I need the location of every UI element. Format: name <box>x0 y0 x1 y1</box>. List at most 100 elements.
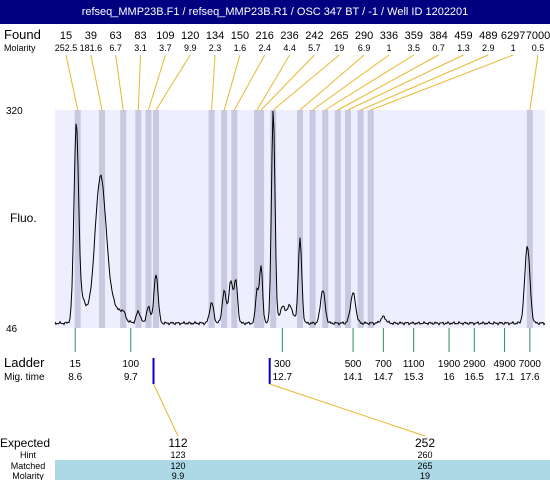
found-molarity-label: 6.9 <box>358 43 371 53</box>
hint-size: 123 <box>170 450 185 460</box>
found-molarity-label: 3.1 <box>134 43 147 53</box>
ladder-size-label: 1100 <box>403 359 425 370</box>
found-connector <box>65 54 79 111</box>
ladder-time-label: 17.1 <box>495 372 515 383</box>
found-molarity-label: 3.7 <box>159 43 172 53</box>
found-molarity-label: 19 <box>334 43 344 53</box>
found-size-label: 120 <box>181 30 199 42</box>
peak-band <box>334 110 341 328</box>
found-connector <box>347 54 464 111</box>
peak-band <box>153 110 160 328</box>
peak-band <box>526 110 533 328</box>
ladder-time-label: 9.7 <box>124 372 138 383</box>
found-connector <box>137 54 142 111</box>
found-connector <box>312 54 390 111</box>
found-label: Found <box>4 27 41 42</box>
peak-band <box>309 110 316 328</box>
found-connector-lines <box>65 54 539 111</box>
found-molarity-label: 1.3 <box>457 43 470 53</box>
ladder-size-label: 700 <box>375 359 392 370</box>
peak-bands <box>74 110 533 328</box>
ladder-time-label: 17.6 <box>520 372 540 383</box>
found-size-label: 134 <box>206 30 224 42</box>
ladder-size-label: 100 <box>122 359 139 370</box>
found-molarity-label: 181.6 <box>80 43 103 53</box>
hint-size: 260 <box>417 450 432 460</box>
found-molarity-label: 3.5 <box>408 43 421 53</box>
found-size-label: 150 <box>231 30 249 42</box>
found-molarity-label: 252.5 <box>55 43 78 53</box>
ladder-size-label: 7000 <box>519 359 542 370</box>
y-axis-top-label: 320 <box>6 106 23 117</box>
found-connector <box>233 54 266 111</box>
found-connector <box>115 54 124 111</box>
found-size-label: 109 <box>156 30 174 42</box>
found-size-label: 242 <box>305 30 323 42</box>
ladder-markers: 15 8.6 100 9.7 300 12.7 500 14.1 700 14.7 1100 15.3… <box>68 328 541 383</box>
matched-size: 120 <box>170 461 185 471</box>
matched-molarity: 19 <box>420 471 430 480</box>
peak-band <box>254 110 261 328</box>
peak-band <box>98 110 105 328</box>
molarity-row: 252.5 181.6 6.7 3.1 3.7 9.9 2.3 1.6 2.4 4.4 5.7 19 6… <box>55 43 545 53</box>
ladder-size-label: 1900 <box>438 359 461 370</box>
found-molarity-label: 4.4 <box>283 43 296 53</box>
ladder-size-label: 2900 <box>463 359 486 370</box>
found-size-label: 336 <box>380 30 398 42</box>
found-molarity-label: 0.7 <box>432 43 445 53</box>
peak-band <box>221 110 228 328</box>
peak-band <box>208 110 215 328</box>
peak-band <box>74 110 81 328</box>
found-connector <box>90 54 103 111</box>
ladder-time-label: 8.6 <box>68 372 82 383</box>
found-size-label: 216 <box>256 30 274 42</box>
found-size-label: 489 <box>479 30 497 42</box>
fluorescence-trace <box>54 110 546 326</box>
ladder-time-label: 16.5 <box>465 372 485 383</box>
peak-band <box>145 110 152 328</box>
ladder-size-label: 500 <box>345 359 362 370</box>
found-connector <box>272 54 340 111</box>
expected-label: Expected <box>0 436 50 450</box>
found-size-label: 7000 <box>526 30 550 42</box>
electropherogram-chart: Found Molarity 15 39 63 83 109 120 134 150 216 23… <box>0 27 550 480</box>
peak-band <box>135 110 142 328</box>
found-size-label: 359 <box>405 30 423 42</box>
found-connector <box>147 54 166 111</box>
found-connector <box>360 54 489 111</box>
peak-band <box>357 110 364 328</box>
found-molarity-label: 2.3 <box>209 43 222 53</box>
matched-row-bg <box>55 460 550 480</box>
ladder-size-label: 300 <box>274 359 291 370</box>
ladder-label: Ladder <box>4 355 45 370</box>
matched-size: 265 <box>417 461 432 471</box>
found-size-label: 83 <box>134 30 146 42</box>
found-row: 15 39 63 83 109 120 134 150 216 236 242 265 290 336 35… <box>60 30 550 42</box>
found-size-label: 15 <box>60 30 72 42</box>
found-size-label: 63 <box>110 30 122 42</box>
peak-band <box>367 110 374 328</box>
found-molarity-label: 2.4 <box>258 43 271 53</box>
found-size-label: 6297 <box>501 30 525 42</box>
molarity-label: Molarity <box>4 43 36 53</box>
expected-size: 112 <box>168 436 187 450</box>
found-connector <box>211 54 216 111</box>
peak-band <box>344 110 351 328</box>
found-connector <box>155 54 191 111</box>
found-connector <box>529 54 539 111</box>
ladder-time-label: 16 <box>443 372 455 383</box>
hint-label: Hint <box>20 450 37 460</box>
found-molarity-label: 2.9 <box>482 43 495 53</box>
found-molarity-label: 6.7 <box>109 43 122 53</box>
found-connector <box>223 54 241 111</box>
found-connector <box>324 54 415 111</box>
found-molarity-label: 5.7 <box>308 43 321 53</box>
found-size-label: 290 <box>355 30 373 42</box>
matched-molarity: 9.9 <box>172 471 185 480</box>
molarity-bottom-label: Molarity <box>12 471 44 480</box>
found-size-label: 459 <box>454 30 472 42</box>
peak-band <box>270 110 277 328</box>
peak-band <box>258 110 265 328</box>
found-molarity-label: 1 <box>511 43 516 53</box>
